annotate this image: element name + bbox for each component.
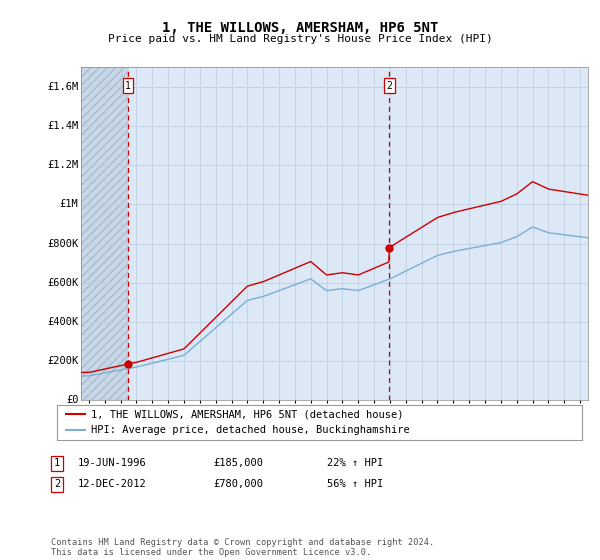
Text: £185,000: £185,000	[213, 458, 263, 468]
Text: Price paid vs. HM Land Registry's House Price Index (HPI): Price paid vs. HM Land Registry's House …	[107, 34, 493, 44]
Text: Contains HM Land Registry data © Crown copyright and database right 2024.
This d: Contains HM Land Registry data © Crown c…	[51, 538, 434, 557]
Text: 1, THE WILLOWS, AMERSHAM, HP6 5NT: 1, THE WILLOWS, AMERSHAM, HP6 5NT	[162, 21, 438, 35]
Text: £1.6M: £1.6M	[47, 82, 79, 92]
Text: 1: 1	[125, 81, 131, 91]
Text: £1.4M: £1.4M	[47, 121, 79, 131]
Text: 22% ↑ HPI: 22% ↑ HPI	[327, 458, 383, 468]
Text: £1.2M: £1.2M	[47, 160, 79, 170]
Text: £600K: £600K	[47, 278, 79, 288]
Text: 1: 1	[54, 458, 60, 468]
Text: HPI: Average price, detached house, Buckinghamshire: HPI: Average price, detached house, Buck…	[91, 425, 410, 435]
Text: £780,000: £780,000	[213, 479, 263, 489]
Text: 12-DEC-2012: 12-DEC-2012	[78, 479, 147, 489]
Text: £200K: £200K	[47, 356, 79, 366]
Text: 56% ↑ HPI: 56% ↑ HPI	[327, 479, 383, 489]
Text: 2: 2	[386, 81, 392, 91]
Text: £400K: £400K	[47, 317, 79, 327]
Text: £800K: £800K	[47, 239, 79, 249]
Text: 1, THE WILLOWS, AMERSHAM, HP6 5NT (detached house): 1, THE WILLOWS, AMERSHAM, HP6 5NT (detac…	[91, 409, 404, 419]
Text: £0: £0	[66, 395, 79, 405]
Text: 2: 2	[54, 479, 60, 489]
Text: £1M: £1M	[60, 199, 79, 209]
Bar	[81, 67, 128, 400]
Text: 19-JUN-1996: 19-JUN-1996	[78, 458, 147, 468]
